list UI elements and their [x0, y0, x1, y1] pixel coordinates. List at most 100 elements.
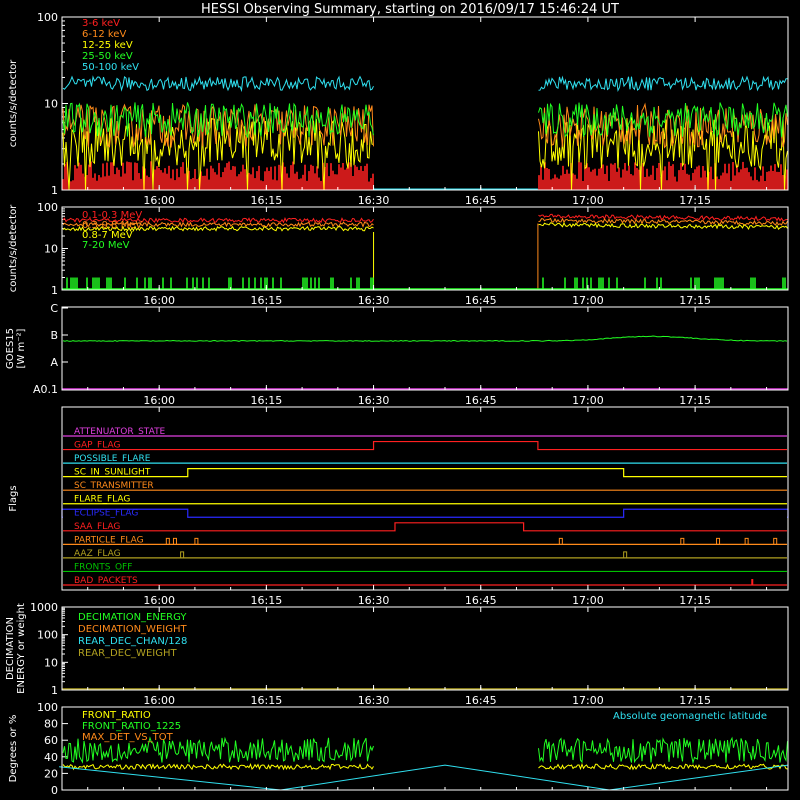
x-tick-label: 16:30 [358, 694, 390, 707]
x-tick-label: 16:45 [465, 394, 497, 407]
series-line [62, 221, 788, 232]
particle-flag-blip [172, 537, 177, 545]
particle-flag-blip [558, 537, 563, 545]
particle-flag-blip [716, 537, 721, 545]
x-tick-label: 17:15 [679, 694, 711, 707]
x-tick-label: 16:45 [465, 194, 497, 207]
aaz-flag-blip [623, 551, 628, 558]
series-line [62, 75, 788, 93]
annotation-geomagnetic-latitude: Absolute geomagnetic latitude [613, 711, 767, 722]
flag-label: BAD_PACKETS [74, 576, 138, 586]
x-tick-label: 16:00 [143, 594, 175, 607]
y-tick-label: 10 [44, 243, 58, 256]
y-tick-label: 100 [37, 629, 58, 642]
y-axis-label-2: ENERGY or weight [16, 603, 27, 694]
x-tick-label: 16:15 [251, 694, 283, 707]
panel-frame [61, 16, 789, 191]
series-goes-flux [62, 335, 788, 342]
y-tick-label: 80 [44, 718, 58, 731]
panel-frame [61, 206, 789, 291]
x-tick-label: 16:30 [358, 394, 390, 407]
y-tick-label: B [50, 329, 58, 342]
x-tick-label: 16:15 [251, 394, 283, 407]
y-axis-label-2: [W m⁻²] [16, 328, 27, 368]
x-tick-label: 17:00 [572, 294, 604, 307]
x-tick-label: 16:15 [251, 294, 283, 307]
panel-decimation: DECIMATION ENERGY or weight 1 10 100 1000 DECI… [5, 601, 788, 707]
series-line [62, 217, 788, 228]
y-axis-label: counts/s/detector [8, 59, 19, 147]
panel-goes: GOES15 [W m⁻²] A0.1 A B C 16:00 16:15 16:30 16:45… [5, 302, 788, 407]
y-tick-label: 10 [44, 656, 58, 669]
x-tick-label: 17:00 [572, 394, 604, 407]
y-tick-label: 10 [44, 98, 58, 111]
series-line [62, 213, 788, 224]
legend-entry: DECIMATION_WEIGHT [78, 624, 187, 635]
x-tick-label: 17:15 [679, 194, 711, 207]
legend-entry: 25-50 keV [82, 51, 133, 62]
x-tick-label: 16:00 [143, 294, 175, 307]
series-front-ratio-1225 [62, 736, 788, 765]
x-tick-label: 16:00 [143, 694, 175, 707]
flag-label: POSSIBLE_FLARE [74, 454, 151, 464]
x-tick-label: 17:15 [679, 594, 711, 607]
y-tick-label: C [50, 302, 58, 315]
y-tick-label: 0 [51, 784, 58, 797]
legend-entry: 12-25 keV [82, 40, 133, 51]
y-tick-label: A0.1 [33, 383, 58, 396]
flag-label: GAP_FLAG [74, 441, 120, 451]
flag-label: FRONTS_OFF [74, 562, 132, 572]
panel-flags: Flags ATTENUATOR_STATE GAP_FLAG POSSIBLE_FL… [8, 407, 789, 607]
flag-label: AAZ_FLAG [74, 549, 121, 559]
y-tick-label: 1 [51, 684, 58, 697]
flag-label: ECLIPSE_FLAG [74, 508, 138, 518]
x-tick-label: 16:30 [358, 194, 390, 207]
y-tick-label: A [50, 356, 58, 369]
flag-trace-saa-flag [63, 522, 787, 532]
y-tick-label: 1000 [30, 601, 58, 614]
y-tick-label: 1 [51, 184, 58, 197]
panel-frame [61, 306, 789, 391]
x-tick-label: 16:15 [251, 594, 283, 607]
flag-trace-gap-flag [63, 440, 787, 451]
flag-label: FLARE_FLAG [74, 495, 130, 505]
panel-frame [61, 606, 789, 691]
x-tick-label: 16:00 [143, 394, 175, 407]
legend-entry: REAR_DEC_WEIGHT [78, 648, 177, 659]
x-tick-label: 17:00 [572, 694, 604, 707]
legend-entry: 3-6 keV [82, 18, 120, 29]
x-tick-label: 16:45 [465, 594, 497, 607]
legend-entry: FRONT_RATIO [82, 710, 151, 721]
y-axis-label: DECIMATION [5, 617, 16, 680]
legend-entry: REAR_DEC_CHAN/128 [78, 636, 187, 647]
legend-entry: 6-12 keV [82, 29, 126, 40]
x-tick-label: 17:15 [679, 294, 711, 307]
series-line [62, 102, 788, 139]
particle-flag-blip [194, 537, 199, 545]
panel-frame [61, 406, 789, 591]
y-tick-label: 20 [44, 767, 58, 780]
figure-title: HESSI Observing Summary, starting on 201… [201, 2, 619, 17]
x-tick-label: 16:30 [358, 594, 390, 607]
x-tick-label: 16:15 [251, 194, 283, 207]
particle-flag-blip [165, 537, 170, 545]
y-tick-label: 1 [51, 284, 58, 297]
y-tick-label: 100 [37, 701, 58, 714]
y-tick-label: 100 [37, 11, 58, 24]
flag-label: PARTICLE_FLAG [74, 535, 144, 545]
legend-entry: 7-20 MeV [82, 240, 130, 251]
legend-entry: 0.8-7 MeV [82, 230, 133, 241]
panel-frame [61, 706, 789, 791]
series-front-ratio [62, 762, 788, 771]
y-axis-label: counts/s/detector [8, 204, 19, 292]
x-tick-label: 17:15 [679, 394, 711, 407]
legend-entry: DECIMATION_ENERGY [78, 612, 187, 623]
panel-ratios: Degrees or % 0 20 40 60 80 100 FRONT_RATIOFRONT… [8, 701, 789, 797]
flag-label: ATTENUATOR_STATE [74, 427, 166, 437]
y-axis-label: GOES15 [5, 328, 16, 369]
x-tick-label: 16:30 [358, 294, 390, 307]
flag-trace-sc-in-sunlight [63, 468, 787, 478]
series-geomagnetic-latitude [59, 764, 789, 791]
